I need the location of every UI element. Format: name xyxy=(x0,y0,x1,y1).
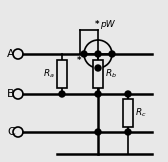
Circle shape xyxy=(109,51,115,57)
Text: A: A xyxy=(7,49,15,59)
Circle shape xyxy=(95,91,101,97)
Bar xyxy=(93,60,103,88)
Bar xyxy=(123,99,133,127)
Circle shape xyxy=(125,91,131,97)
Circle shape xyxy=(95,129,101,135)
Bar xyxy=(57,60,67,88)
Text: B: B xyxy=(7,89,15,99)
Text: *: * xyxy=(95,20,99,29)
Circle shape xyxy=(81,51,87,57)
Circle shape xyxy=(59,91,65,97)
Text: *: * xyxy=(77,56,81,65)
Circle shape xyxy=(95,51,101,57)
Circle shape xyxy=(125,129,131,135)
Circle shape xyxy=(95,65,101,71)
Text: C: C xyxy=(7,127,15,137)
Text: $R_c$: $R_c$ xyxy=(135,107,147,119)
Text: pW: pW xyxy=(100,20,115,29)
Text: $R_b$: $R_b$ xyxy=(105,68,117,80)
Text: $R_a$: $R_a$ xyxy=(43,68,55,80)
